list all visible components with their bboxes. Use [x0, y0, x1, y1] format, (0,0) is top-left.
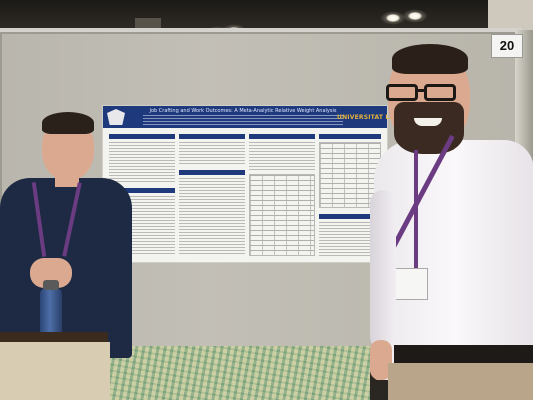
belt	[394, 345, 533, 363]
poster-institution: UNIVERSITAT LE	[337, 114, 394, 121]
khaki-trousers	[0, 342, 110, 400]
ceiling-light	[386, 14, 400, 22]
poster-column-results-table	[249, 134, 315, 258]
sleeve	[70, 260, 114, 290]
hair	[392, 44, 468, 74]
bottle-cap	[43, 280, 59, 290]
research-poster: Job Crafting and Work Outcomes: A Meta-A…	[103, 106, 394, 262]
beard	[394, 102, 464, 154]
belt	[0, 332, 108, 342]
poster-header: Job Crafting and Work Outcomes: A Meta-A…	[103, 106, 394, 128]
university-shield-logo	[107, 109, 125, 125]
poster-column-hypotheses	[179, 134, 245, 258]
poster-title: Job Crafting and Work Outcomes: A Meta-A…	[149, 108, 337, 114]
arm-sleeve	[370, 190, 396, 350]
person-left	[0, 110, 140, 400]
poster-authors	[143, 115, 343, 125]
wall-segment	[488, 0, 533, 30]
lanyard-strap	[414, 150, 418, 270]
name-badge	[392, 268, 428, 300]
glasses-bridge	[416, 89, 426, 92]
ceiling-light	[408, 12, 422, 20]
hair	[42, 112, 94, 134]
person-right	[368, 40, 533, 400]
white-dress-shirt	[374, 140, 533, 380]
hand	[370, 340, 392, 380]
glasses-lens	[424, 84, 456, 101]
khaki-trousers	[388, 363, 533, 400]
smile	[414, 118, 442, 126]
board-number-sign: 20	[491, 34, 523, 58]
carpet-floor	[100, 346, 370, 400]
glasses-lens	[386, 84, 418, 101]
